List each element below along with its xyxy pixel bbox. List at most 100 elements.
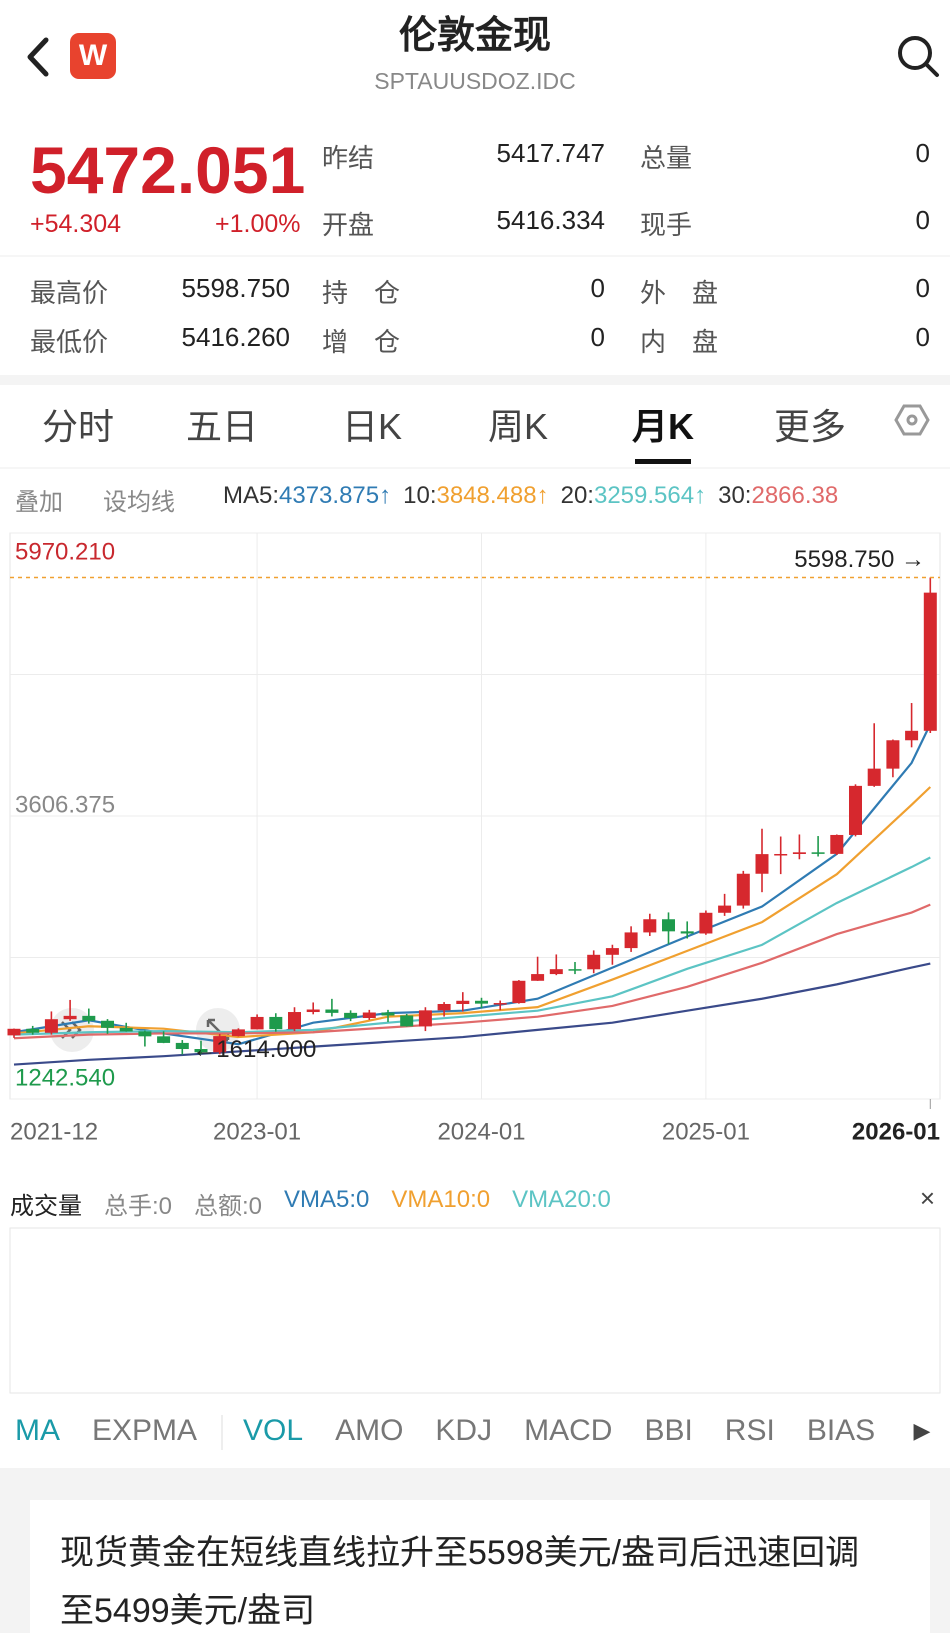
code: SPTAUUSDOZ.IDC bbox=[374, 68, 576, 94]
stat-label: 内 盘 bbox=[640, 327, 719, 357]
candle-body bbox=[325, 1009, 339, 1013]
indicator-tab[interactable]: KDJ bbox=[435, 1414, 493, 1447]
ma-tool[interactable]: 叠加 bbox=[15, 489, 63, 516]
high-label: 5598.750 → bbox=[794, 546, 925, 573]
candle-body bbox=[830, 834, 844, 854]
indicator-tab[interactable]: VOL bbox=[243, 1414, 304, 1447]
candle-body bbox=[400, 1015, 414, 1027]
candle-body bbox=[624, 932, 638, 949]
news-text: 现货黄金在短线直线拉升至5598美元/盎司后迅速回调至5499美元/盎司 bbox=[60, 1534, 860, 1630]
tab[interactable]: 周K bbox=[487, 406, 548, 447]
indicator-tab[interactable]: MACD bbox=[524, 1414, 613, 1447]
change: +54.304 bbox=[30, 210, 122, 238]
stat-value: 0 bbox=[915, 322, 930, 352]
candle-body bbox=[344, 1012, 358, 1019]
candle-body bbox=[512, 980, 526, 1004]
indicator-tab[interactable]: RSI bbox=[724, 1414, 775, 1447]
search-button[interactable] bbox=[898, 36, 939, 77]
back-button[interactable] bbox=[27, 37, 49, 77]
stat-label: 持 仓 bbox=[322, 278, 401, 308]
stat-label: 昨结 bbox=[322, 143, 375, 173]
tab[interactable]: 分时 bbox=[41, 406, 114, 447]
indicator-tabs: MA EXPMA VOL AMO KDJ MACD BBI RSI BIAS bbox=[15, 1414, 875, 1448]
indicator-tab[interactable]: BBI bbox=[644, 1414, 693, 1447]
expand-button[interactable] bbox=[196, 1008, 240, 1052]
candle-body bbox=[26, 1028, 40, 1033]
candle-body bbox=[905, 730, 919, 741]
candle-body bbox=[923, 592, 937, 731]
candle-body bbox=[718, 905, 732, 913]
indicator-tab[interactable]: BIAS bbox=[806, 1414, 876, 1447]
candle-body bbox=[605, 948, 619, 955]
stat-label: 开盘 bbox=[322, 210, 375, 240]
ma-line bbox=[13, 962, 931, 1066]
tab[interactable]: 更多 bbox=[773, 406, 846, 447]
y-tick-label: 1242.540 bbox=[15, 1064, 115, 1091]
settings-icon[interactable] bbox=[894, 404, 930, 436]
candle-body bbox=[138, 1031, 152, 1037]
candle-body bbox=[175, 1042, 189, 1050]
low-label: ←1614.000 bbox=[192, 1036, 316, 1063]
volume-legend: 成交量 总手:0 总额:0 VMA5:0 VMA10:0 VMA20:0 bbox=[10, 1186, 611, 1221]
stat-label: 最低价 bbox=[30, 327, 109, 357]
stat-value: 5598.750 bbox=[181, 273, 290, 303]
candle-body bbox=[437, 1004, 451, 1011]
stat-label: 最高价 bbox=[30, 278, 109, 308]
candle-body bbox=[82, 1015, 96, 1021]
ma-label: 30: bbox=[718, 482, 752, 509]
close-button[interactable]: × bbox=[920, 1183, 935, 1213]
candle-body bbox=[493, 1003, 507, 1005]
ma-value: 3259.564↑ bbox=[593, 482, 707, 509]
candle-body bbox=[811, 852, 825, 854]
candle-body bbox=[101, 1020, 114, 1028]
candle-body bbox=[306, 1009, 320, 1013]
stat-value: 5416.334 bbox=[496, 205, 605, 235]
ma-value: 2866.38 bbox=[751, 482, 839, 509]
indicator-tab[interactable]: MA bbox=[15, 1414, 60, 1447]
candle-body bbox=[231, 1029, 245, 1037]
candle-body bbox=[549, 969, 563, 975]
ma-line bbox=[13, 856, 931, 1036]
candle-body bbox=[213, 1036, 227, 1053]
ma-line bbox=[13, 723, 932, 1046]
x-tick-label: 2026-01 bbox=[852, 1118, 940, 1145]
candle-body bbox=[680, 931, 694, 934]
candle-body bbox=[531, 974, 545, 981]
ma-value: 3848.488↑ bbox=[436, 482, 549, 509]
tab[interactable]: 月K bbox=[632, 406, 694, 447]
stat-label: 现手 bbox=[640, 210, 693, 240]
title: 伦敦金现 bbox=[398, 15, 551, 57]
volume-title: 成交量 bbox=[10, 1193, 82, 1220]
candle-body bbox=[288, 1012, 301, 1030]
candle-body bbox=[662, 919, 675, 932]
stat-value: 0 bbox=[590, 322, 605, 352]
candle-body bbox=[362, 1012, 376, 1019]
candle-body bbox=[774, 853, 788, 856]
candle-body bbox=[755, 854, 769, 874]
candle-body bbox=[587, 954, 601, 970]
candle-body bbox=[456, 1000, 470, 1005]
tab[interactable]: 日K bbox=[341, 406, 402, 447]
candle-body bbox=[44, 1019, 58, 1033]
band bbox=[0, 375, 950, 385]
volume-item: VMA10:0 bbox=[391, 1186, 491, 1213]
candle-body bbox=[194, 1049, 208, 1053]
candle-body bbox=[792, 852, 806, 854]
ma-label: 10: bbox=[403, 482, 437, 509]
candle-body bbox=[63, 1015, 77, 1020]
volume-item: VMA5:0 bbox=[284, 1186, 370, 1213]
stat-value: 0 bbox=[590, 273, 605, 303]
stat-label: 增 仓 bbox=[322, 327, 401, 357]
x-tick-label: 2021-12 bbox=[10, 1118, 98, 1145]
indicator-tab[interactable]: AMO bbox=[335, 1414, 404, 1447]
change-pct: +1.00% bbox=[215, 210, 301, 238]
more-arrow[interactable]: ▶ bbox=[914, 1418, 931, 1443]
candle-body bbox=[475, 1000, 488, 1004]
stat-value: 5417.747 bbox=[496, 138, 605, 168]
indicator-tab[interactable]: EXPMA bbox=[92, 1414, 198, 1447]
stat-value: 0 bbox=[915, 273, 930, 303]
volume-frame bbox=[9, 1227, 941, 1394]
tab[interactable]: 五日 bbox=[185, 406, 258, 447]
ma-tool[interactable]: 设均线 bbox=[103, 489, 175, 516]
